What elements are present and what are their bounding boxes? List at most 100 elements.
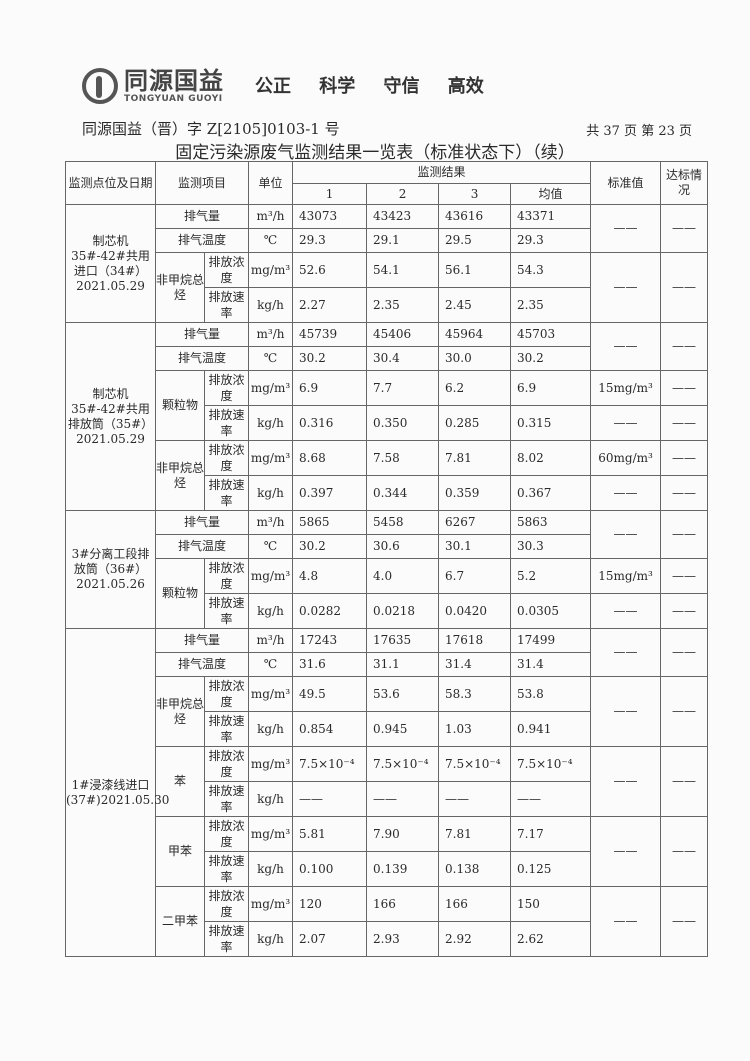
compliance-value: —— bbox=[660, 322, 709, 371]
average-value: 0.941 bbox=[510, 711, 592, 747]
table-row: 排气温度 ℃ 30.2 30.6 30.1 30.3 bbox=[66, 534, 708, 559]
unit-cell: ℃ bbox=[248, 534, 294, 559]
run-1-value: 0.0282 bbox=[292, 593, 368, 629]
parameter-cell: 排放速率 bbox=[203, 711, 250, 747]
run-3-value: 2.45 bbox=[438, 287, 512, 323]
unit-cell: kg/h bbox=[248, 851, 294, 887]
average-value: 5.2 bbox=[510, 558, 592, 594]
unit-cell: mg/m³ bbox=[248, 558, 294, 594]
standard-value: 15mg/m³ bbox=[590, 558, 662, 594]
standard-value: —— bbox=[590, 746, 662, 817]
pollutant-cell: 非甲烷总烃 bbox=[155, 252, 205, 323]
table-row: 非甲烷总烃 排放浓度 mg/m³ 52.6 54.1 56.1 54.3 —— —— bbox=[66, 252, 709, 323]
run-1-value: 0.316 bbox=[292, 405, 368, 441]
run-2-value: 4.0 bbox=[366, 558, 440, 594]
table-row: 非甲烷总烃 排放浓度 mg/m³ 49.5 53.6 58.3 53.8 —— —— bbox=[66, 676, 709, 747]
average-value: 0.315 bbox=[510, 405, 592, 441]
compliance-value: —— bbox=[660, 746, 709, 817]
item-cell: 排气量 bbox=[154, 322, 250, 347]
run-1-value: 43073 bbox=[292, 204, 368, 229]
header-run-1: 1 bbox=[292, 183, 368, 205]
compliance-value: —— bbox=[660, 252, 709, 323]
run-1-value: 31.6 bbox=[292, 652, 368, 677]
average-value: 7.17 bbox=[510, 816, 592, 852]
run-2-value: 53.6 bbox=[366, 676, 440, 712]
average-value: 17499 bbox=[510, 628, 592, 653]
slogan: 公正 科学 守信 高效 bbox=[255, 76, 484, 97]
standard-value: —— bbox=[590, 593, 662, 629]
item-cell: 排气温度 bbox=[154, 346, 250, 371]
run-2-value: 31.1 bbox=[366, 652, 440, 677]
header-compliance: 达标情况 bbox=[660, 161, 709, 205]
average-value: 43371 bbox=[510, 204, 592, 229]
average-value: 5863 bbox=[510, 510, 592, 535]
run-1-value: 2.27 bbox=[292, 287, 368, 323]
table-row: 制芯机35#-42#共用进口（34#）2021.05.29 排气量 m³/h 4307… bbox=[65, 204, 709, 323]
unit-cell: kg/h bbox=[248, 287, 294, 323]
compliance-value: —— bbox=[660, 440, 709, 476]
standard-value: 60mg/m³ bbox=[590, 440, 662, 476]
run-3-value: 6.2 bbox=[438, 370, 512, 406]
run-2-value: 7.58 bbox=[366, 440, 440, 476]
average-value: 6.9 bbox=[510, 370, 592, 406]
standard-value: —— bbox=[590, 322, 662, 371]
unit-cell: mg/m³ bbox=[248, 816, 294, 852]
parameter-cell: 排放浓度 bbox=[203, 558, 250, 594]
run-3-value: 0.138 bbox=[438, 851, 512, 887]
run-3-value: 0.359 bbox=[438, 475, 512, 511]
item-cell: 排气温度 bbox=[154, 534, 250, 559]
run-3-value: 31.4 bbox=[438, 652, 512, 677]
header-results: 监测结果 bbox=[292, 161, 592, 184]
compliance-value: —— bbox=[660, 628, 709, 677]
unit-cell: mg/m³ bbox=[248, 886, 294, 922]
run-3-value: 166 bbox=[438, 886, 512, 922]
run-2-value: 7.7 bbox=[366, 370, 440, 406]
average-value: 7.5×10⁻⁴ bbox=[510, 746, 592, 782]
unit-cell: ℃ bbox=[248, 652, 294, 677]
item-cell: 排气量 bbox=[154, 628, 250, 653]
parameter-cell: 排放速率 bbox=[203, 475, 250, 511]
run-1-value: 17243 bbox=[292, 628, 368, 653]
unit-cell: mg/m³ bbox=[248, 746, 294, 782]
location-date-cell: 制芯机35#-42#共用排放筒（35#）2021.05.29 bbox=[65, 322, 156, 511]
header-item: 监测项目 bbox=[154, 161, 250, 205]
average-value: 45703 bbox=[510, 322, 592, 347]
item-cell: 排气量 bbox=[154, 510, 250, 535]
item-cell: 排气量 bbox=[154, 204, 250, 229]
run-1-value: 8.68 bbox=[292, 440, 368, 476]
pollutant-cell: 非甲烷总烃 bbox=[155, 676, 205, 747]
average-value: 29.3 bbox=[510, 228, 592, 253]
run-2-value: 0.350 bbox=[366, 405, 440, 441]
location-date-cell: 3#分离工段排放筒（36#）2021.05.26 bbox=[65, 510, 156, 629]
run-2-value: 0.344 bbox=[366, 475, 440, 511]
logo-chinese-name: 同源国益 bbox=[124, 67, 224, 95]
run-3-value: 29.5 bbox=[438, 228, 512, 253]
unit-cell: m³/h bbox=[248, 510, 294, 535]
table-row: 排放速率 kg/h 2.07 2.93 2.92 2.62 bbox=[66, 921, 708, 957]
unit-cell: m³/h bbox=[248, 322, 294, 347]
run-3-value: 7.81 bbox=[438, 440, 512, 476]
average-value: 0.0305 bbox=[510, 593, 592, 629]
header-average: 均值 bbox=[510, 183, 592, 205]
unit-cell: mg/m³ bbox=[248, 440, 294, 476]
location-date-cell: 1#浸漆线进口(37#)2021.05.30 bbox=[65, 628, 169, 957]
compliance-value: —— bbox=[660, 475, 709, 511]
run-3-value: 7.5×10⁻⁴ bbox=[438, 746, 512, 782]
parameter-cell: 排放浓度 bbox=[203, 252, 250, 288]
pollutant-cell: 颗粒物 bbox=[155, 370, 205, 441]
parameter-cell: 排放速率 bbox=[203, 921, 250, 957]
compliance-value: —— bbox=[660, 405, 709, 441]
parameter-cell: 排放速率 bbox=[203, 593, 250, 629]
table-row: 颗粒物 排放浓度 mg/m³ 6.9 7.7 6.2 6.9 15mg/m³ —— bbox=[66, 370, 709, 441]
run-2-value: 29.1 bbox=[366, 228, 440, 253]
location-date-cell: 制芯机35#-42#共用进口（34#）2021.05.29 bbox=[65, 204, 156, 323]
monitoring-results-table: 监测点位及日期 监测项目 单位 监测结果 标准值 达标情况 1 2 3 均值 制… bbox=[65, 161, 709, 957]
item-cell: 排气温度 bbox=[154, 652, 250, 677]
run-2-value: 7.5×10⁻⁴ bbox=[366, 746, 440, 782]
parameter-cell: 排放浓度 bbox=[203, 370, 250, 406]
average-value: 53.8 bbox=[510, 676, 592, 712]
table-row: 甲苯 排放浓度 mg/m³ 5.81 7.90 7.81 7.17 —— —— bbox=[66, 816, 709, 887]
average-value: 30.2 bbox=[510, 346, 592, 371]
run-3-value: 6267 bbox=[438, 510, 512, 535]
